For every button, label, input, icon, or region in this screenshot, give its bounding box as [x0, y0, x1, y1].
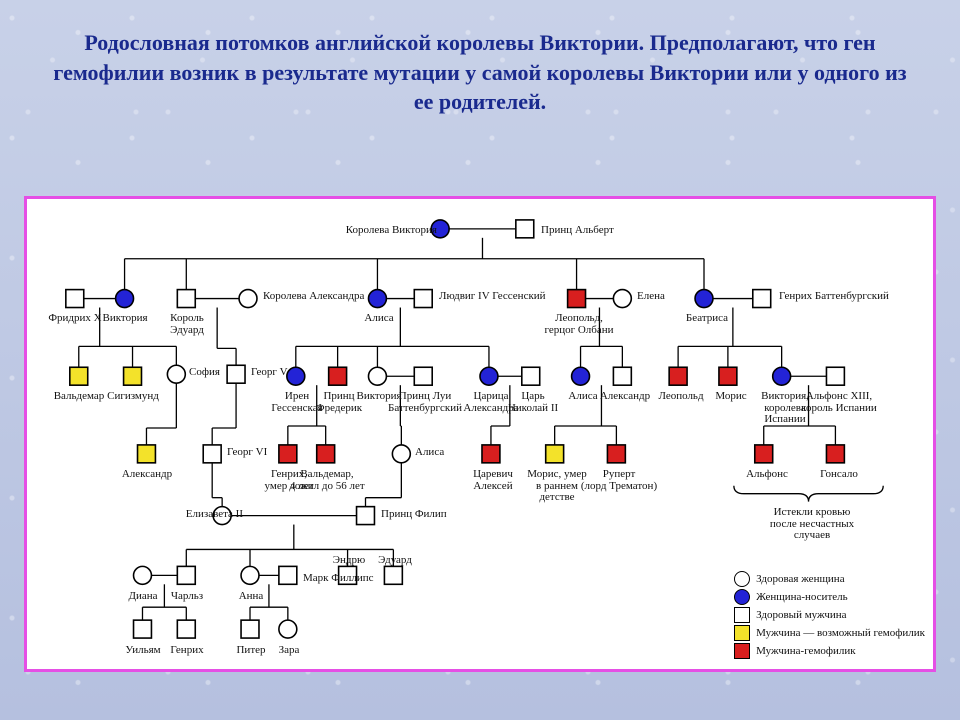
node-label: Елена: [637, 291, 665, 303]
node-label: Марк Филлипс: [303, 573, 373, 585]
node-label: Альфонс XIII,король Испании: [784, 391, 894, 414]
legend-row: Здоровый мужчина: [734, 607, 925, 623]
legend-row: Мужчина-гемофилик: [734, 643, 925, 659]
node-label: Принц Альберт: [541, 225, 614, 237]
node-label: Гонсало: [784, 469, 894, 481]
node-label: Вальдемар,дожил до 56 лет: [272, 469, 382, 492]
node-label: Руперт(лорд Трематон): [564, 469, 674, 492]
legend-symbol: [734, 643, 750, 659]
node-label: КорольЭдуард: [132, 313, 242, 336]
node-label: Королева Виктория: [317, 225, 437, 237]
node-label: Сигизмунд: [78, 391, 188, 403]
legend-label: Женщина-носитель: [756, 591, 847, 603]
node-label: Беатриса: [652, 313, 762, 325]
note-label: Истекли кровьюпосле несчастныхслучаев: [737, 507, 887, 542]
node-label: Анна: [196, 591, 306, 603]
node-label: Александр: [92, 469, 202, 481]
node-label: Принц Филип: [381, 509, 447, 521]
node-label: Алиса: [415, 447, 444, 459]
legend-symbol: [734, 589, 750, 605]
legend: Здоровая женщина Женщина-носитель Здоровый…: [734, 569, 925, 661]
legend-label: Здоровый мужчина: [756, 609, 846, 621]
legend-label: Мужчина-гемофилик: [756, 645, 855, 657]
node-label: Алиса: [324, 313, 434, 325]
node-label: Леопольд,герцог Олбани: [524, 313, 634, 336]
node-label: Георг V: [251, 367, 288, 379]
node-label: София: [189, 367, 220, 379]
pedigree-panel: Королева ВикторияПринц АльбертФридрих XВ…: [24, 196, 936, 672]
node-label: Зара: [234, 645, 344, 657]
legend-row: Мужчина — возможный гемофилик: [734, 625, 925, 641]
node-label: Георг VI: [227, 447, 267, 459]
node-label: Людвиг IV Гессенский: [439, 291, 546, 303]
node-label: Генрих Баттенбургский: [779, 291, 889, 303]
legend-row: Женщина-носитель: [734, 589, 925, 605]
legend-symbol: [734, 571, 750, 587]
legend-label: Здоровая женщина: [756, 573, 844, 585]
node-label: Эдуард: [340, 555, 450, 567]
legend-symbol: [734, 625, 750, 641]
node-label: Елизавета II: [123, 509, 243, 521]
legend-symbol: [734, 607, 750, 623]
legend-label: Мужчина — возможный гемофилик: [756, 627, 925, 639]
legend-row: Здоровая женщина: [734, 571, 925, 587]
node-label: Королева Александра: [263, 291, 364, 303]
page-title: Родословная потомков английской королевы…: [50, 28, 910, 117]
